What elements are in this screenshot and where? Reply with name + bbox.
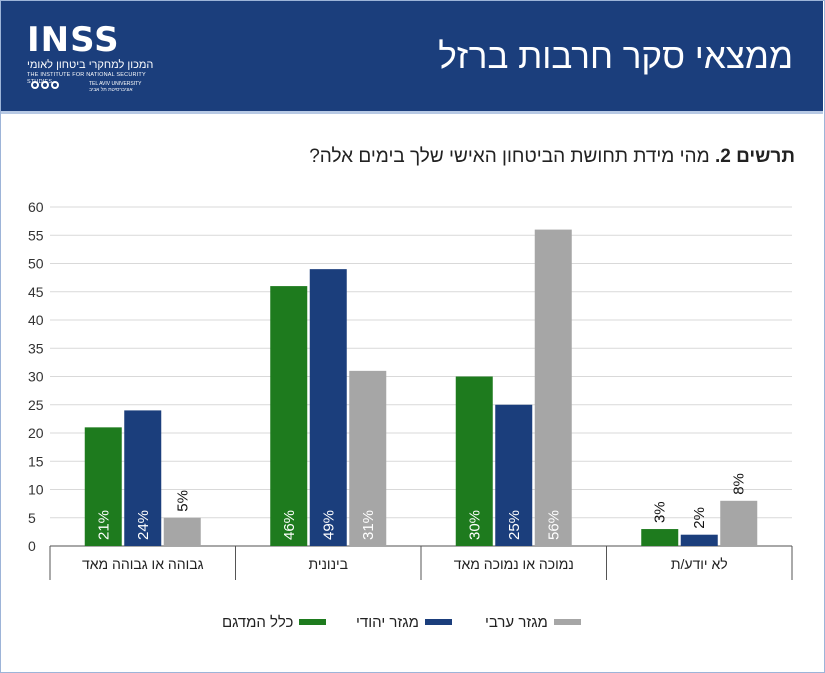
logo-university-he: אוניברסיטת תל אביב [89, 87, 133, 93]
logo-circles-icon [31, 81, 59, 89]
inss-logo: INSS המכון למחקרי ביטחון לאומי THE INSTI… [27, 23, 157, 95]
chart-title: תרשים 2. מהי מידת תחושת הביטחון האישי של… [309, 146, 795, 168]
header-divider [1, 111, 823, 114]
data-label: 5% [174, 490, 191, 512]
data-label: 25% [506, 510, 523, 540]
legend-item: מגזר ערבי [485, 612, 581, 632]
bar [270, 286, 308, 546]
chart-legend: כלל המדגם מגזר יהודי מגזר ערבי [0, 612, 825, 632]
y-tick-label: 5 [28, 510, 36, 526]
y-tick-label: 15 [28, 453, 44, 469]
y-tick-label: 10 [28, 482, 44, 498]
y-tick-label: 20 [28, 425, 44, 441]
bar [641, 529, 679, 546]
y-tick-label: 40 [28, 312, 44, 328]
logo-english-name: THE INSTITUTE FOR NATIONAL SECURITY STUD… [27, 72, 146, 85]
y-tick-label: 35 [28, 340, 44, 356]
header-bar: INSS המכון למחקרי ביטחון לאומי THE INSTI… [1, 1, 823, 111]
legend-label: מגזר ערבי [485, 613, 548, 631]
y-tick-label: 45 [28, 284, 44, 300]
data-label: 31% [360, 510, 377, 540]
y-tick-label: 50 [28, 256, 44, 272]
bar [349, 370, 387, 546]
category-label: נמוכה או נמוכה מאד [454, 556, 574, 572]
bar [495, 404, 533, 546]
y-tick-label: 60 [28, 199, 44, 215]
bar [84, 427, 122, 546]
data-label: 30% [466, 510, 483, 540]
logo-university: TEL AVIV UNIVERSITY אוניברסיטת תל אביב [89, 81, 142, 93]
legend-swatch [424, 619, 452, 625]
bar [534, 229, 572, 546]
bar [455, 376, 493, 546]
logo-university-en: TEL AVIV UNIVERSITY [89, 81, 142, 87]
chart-title-text: מהי מידת תחושת הביטחון האישי שלך בימים א… [309, 146, 710, 167]
data-label: 3% [652, 501, 669, 523]
legend-item: מגזר יהודי [356, 612, 452, 632]
bar [309, 269, 347, 546]
data-label: 21% [95, 510, 112, 540]
data-label: 8% [731, 473, 748, 495]
legend-swatch [299, 619, 327, 625]
bar [163, 517, 201, 546]
data-label: 2% [691, 507, 708, 529]
logo-mark: INSS [27, 20, 120, 60]
legend-swatch [553, 619, 581, 625]
y-tick-label: 25 [28, 397, 44, 413]
data-label: 49% [320, 510, 337, 540]
category-label: גבוהה או גבוהה מאד [82, 556, 204, 572]
y-tick-label: 55 [28, 227, 44, 243]
bar [720, 500, 758, 546]
y-tick-label: 30 [28, 369, 44, 385]
data-label: 56% [545, 510, 562, 540]
data-label: 46% [281, 510, 298, 540]
chart-title-prefix: תרשים 2. [714, 146, 795, 167]
logo-hebrew-name: המכון למחקרי ביטחון לאומי [27, 59, 154, 71]
category-label: לא יודע/ת [671, 556, 728, 572]
bar [680, 534, 718, 546]
legend-label: כלל המדגם [222, 613, 294, 631]
y-tick-label: 0 [28, 538, 36, 554]
page-title: ממצאי סקר חרבות ברזל [438, 37, 793, 76]
legend-label: מגזר יהודי [356, 613, 419, 631]
legend-item: כלל המדגם [222, 612, 327, 632]
bar [124, 410, 162, 546]
category-label: בינונית [308, 556, 348, 572]
data-label: 24% [135, 510, 152, 540]
